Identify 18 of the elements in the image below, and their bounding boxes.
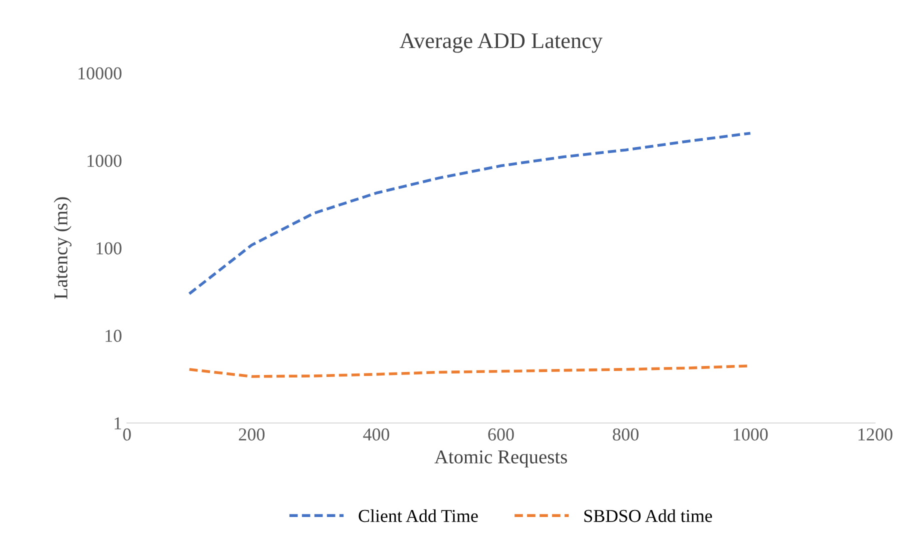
x-tick-label: 600: [488, 428, 514, 441]
y-tick-label: 1000: [88, 154, 122, 167]
legend-label: SBDSO Add time: [584, 509, 712, 522]
line-series: [188, 132, 752, 296]
x-axis-title: Atomic Requests: [434, 450, 567, 468]
y-tick-label: 100: [96, 242, 122, 254]
y-tick-label: 10000: [78, 67, 122, 80]
x-tick-label: 200: [238, 428, 265, 441]
legend-label: Client Add Time: [358, 509, 478, 522]
y-axis-title: Latency (ms): [54, 197, 72, 299]
x-tick-label: 1200: [858, 428, 892, 441]
y-tick-label: 1: [114, 417, 122, 430]
chart-title: Average ADD Latency: [400, 33, 603, 53]
y-tick-label: 10: [106, 330, 122, 342]
x-tick-label: 0: [123, 428, 131, 441]
x-tick-label: 1000: [734, 428, 768, 441]
x-tick-label: 400: [363, 428, 390, 441]
x-tick-label: 800: [612, 428, 639, 441]
